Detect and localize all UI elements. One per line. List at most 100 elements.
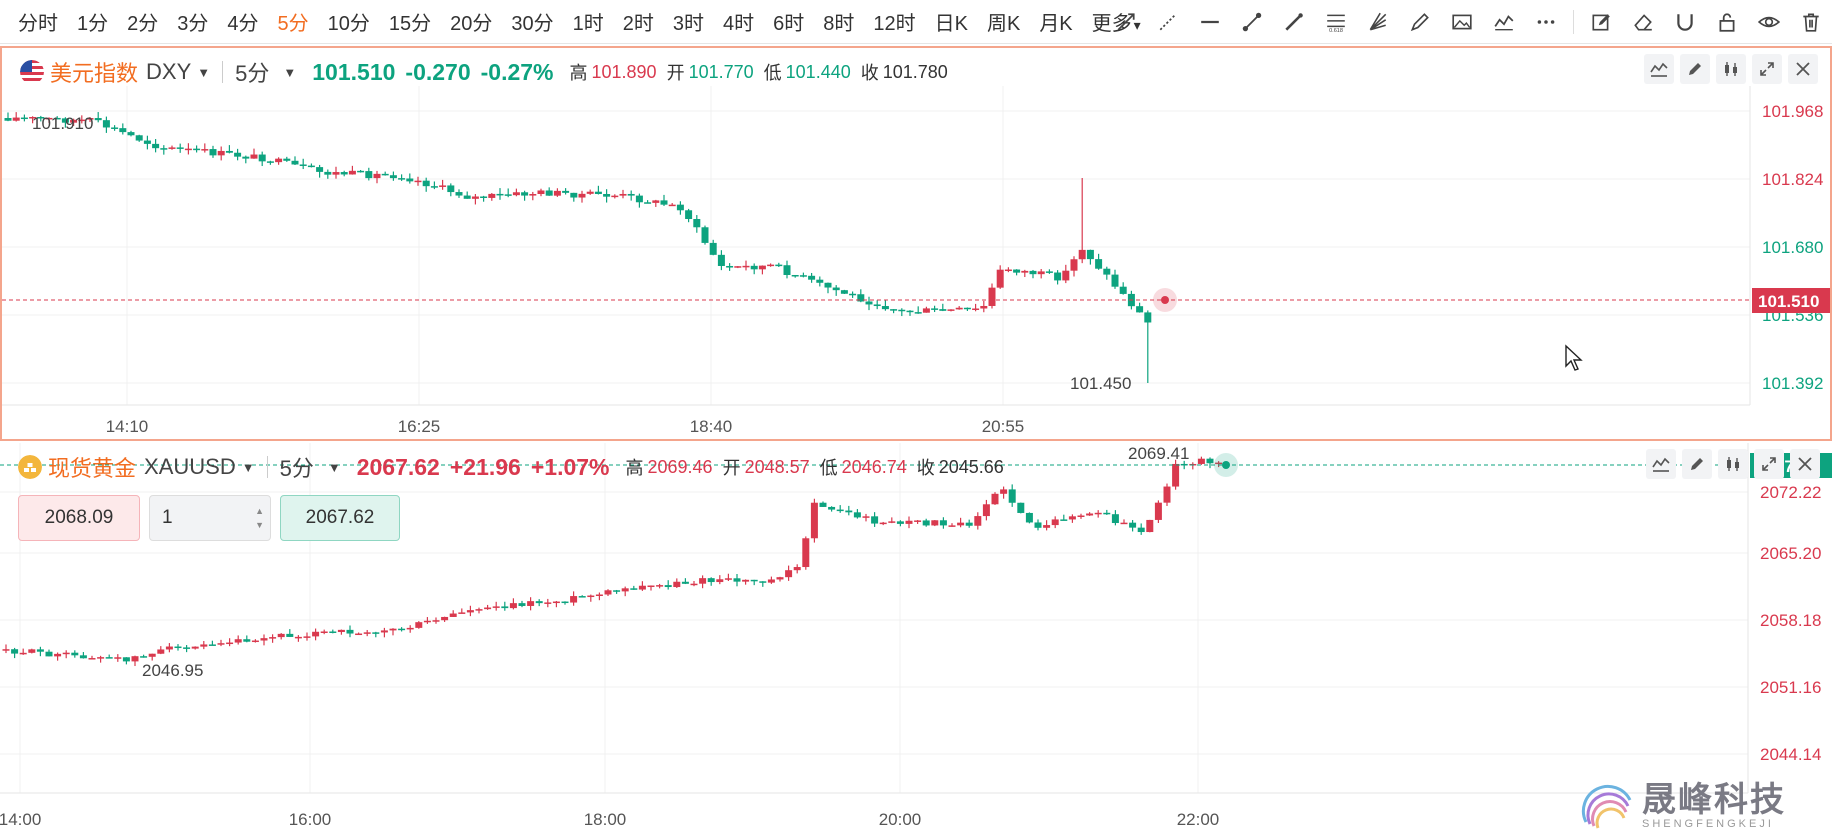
candle-body: [699, 578, 707, 584]
stepper-arrows-icon[interactable]: ▲ ▼: [255, 506, 264, 530]
dxy-symbol[interactable]: DXY: [146, 59, 192, 84]
interval-8[interactable]: 20分: [450, 13, 493, 35]
candle-body: [1119, 286, 1127, 294]
interval-3[interactable]: 3分: [177, 13, 209, 35]
interval-20[interactable]: 更多: [1092, 7, 1141, 36]
candle-body: [266, 161, 274, 163]
candle-body: [1068, 516, 1076, 520]
candle-body: [94, 118, 102, 121]
dashed-ray-tool[interactable]: [1147, 0, 1189, 44]
price-badge: [1752, 288, 1830, 313]
close-button[interactable]: [1788, 54, 1818, 84]
quantity-stepper[interactable]: 1 ▲ ▼: [149, 495, 271, 541]
interval-4[interactable]: 4分: [227, 13, 259, 35]
indicator-button[interactable]: [1646, 449, 1676, 479]
candle-body: [234, 639, 242, 643]
candle-body: [1154, 502, 1162, 520]
candle-body: [346, 629, 354, 634]
xau-close: 2045.66: [938, 456, 1004, 477]
fan-tool[interactable]: [1357, 0, 1399, 44]
candle-body: [111, 127, 119, 129]
image-tool[interactable]: [1441, 0, 1483, 44]
xau-high: 2069.46: [647, 456, 713, 477]
candle-body: [673, 581, 681, 588]
interval-12[interactable]: 3时: [672, 13, 704, 35]
trend-line-tool[interactable]: [1105, 0, 1147, 44]
candle-body: [1095, 259, 1103, 269]
quantity-value[interactable]: 1: [162, 507, 173, 528]
pattern-tool[interactable]: [1483, 0, 1525, 44]
eye-tool[interactable]: [1748, 0, 1790, 44]
sell-button[interactable]: 2068.09: [18, 495, 140, 541]
dxy-open: 101.770: [688, 61, 754, 82]
candle-body: [54, 653, 62, 657]
fan-icon: [1369, 12, 1387, 31]
symbol-dropdown-icon[interactable]: ▼: [241, 459, 255, 475]
candle-body: [423, 620, 431, 623]
interval-11[interactable]: 2时: [622, 13, 654, 35]
brush-tool[interactable]: [1399, 0, 1441, 44]
interval-5[interactable]: 5分: [277, 13, 309, 35]
interval-13[interactable]: 4时: [723, 13, 755, 35]
xau-price: 2067.62: [356, 453, 440, 480]
note-tool[interactable]: [1580, 0, 1622, 44]
candle-body: [963, 307, 971, 310]
fibonacci-tool[interactable]: 0.618: [1315, 0, 1357, 44]
interval-17[interactable]: 日K: [934, 13, 968, 35]
candle-body: [627, 193, 635, 196]
interval-14[interactable]: 6时: [773, 13, 805, 35]
interval-7[interactable]: 15分: [388, 13, 432, 35]
interval-2[interactable]: 2分: [127, 13, 159, 35]
candle-body: [644, 202, 652, 204]
candle-type-button[interactable]: [1718, 449, 1748, 479]
segment-tool[interactable]: [1231, 0, 1273, 44]
candle-body: [652, 200, 660, 203]
symbol-dropdown-icon[interactable]: ▼: [197, 64, 211, 80]
draw-button[interactable]: [1680, 54, 1710, 84]
eraser-tool[interactable]: [1622, 0, 1664, 44]
dxy-chart-panel[interactable]: 101.968 101.824 101.680 101.536 101.392 101.5…: [0, 46, 1832, 441]
candle-body: [45, 651, 53, 657]
x-tick-label: 20:00: [879, 810, 922, 829]
candle-body: [329, 631, 337, 633]
xau-period[interactable]: 5分: [279, 456, 314, 481]
indicator-button[interactable]: [1644, 54, 1674, 84]
candle-body: [492, 606, 500, 608]
horizontal-line-tool[interactable]: [1189, 0, 1231, 44]
xau-chart-panel[interactable]: 2072.22 2065.20 2058.18 2051.16 2044.14 2067.…: [0, 443, 1832, 834]
interval-0[interactable]: 分时: [18, 13, 58, 35]
candle-body: [152, 143, 160, 149]
dxy-period[interactable]: 5分: [235, 61, 270, 86]
candle-body: [320, 631, 328, 633]
interval-10[interactable]: 1时: [572, 13, 604, 35]
candle-type-button[interactable]: [1716, 54, 1746, 84]
interval-16[interactable]: 12时: [873, 13, 916, 35]
candle-body: [914, 520, 922, 522]
maximize-button[interactable]: [1754, 449, 1784, 479]
candle-body: [980, 305, 988, 309]
interval-19[interactable]: 月K: [1039, 13, 1073, 35]
candle-body: [160, 148, 168, 150]
image-icon: [1452, 14, 1472, 30]
dxy-chart-canvas[interactable]: 101.968101.824101.680101.536101.392101.5…: [2, 48, 1830, 439]
interval-1[interactable]: 1分: [77, 13, 109, 35]
lock-tool[interactable]: [1706, 0, 1748, 44]
period-dropdown-icon[interactable]: ▼: [283, 64, 297, 80]
candle-body: [226, 642, 234, 645]
maximize-button[interactable]: [1752, 54, 1782, 84]
xau-symbol[interactable]: XAUUSD: [144, 454, 236, 479]
candle-body: [1163, 486, 1171, 503]
buy-button[interactable]: 2067.62: [280, 495, 400, 541]
interval-18[interactable]: 周K: [986, 13, 1021, 35]
period-dropdown-icon[interactable]: ▼: [327, 459, 341, 475]
interval-6[interactable]: 10分: [327, 13, 370, 35]
more-tool[interactable]: [1525, 0, 1567, 44]
pen-line-tool[interactable]: [1273, 0, 1315, 44]
interval-15[interactable]: 8时: [823, 13, 855, 35]
magnet-tool[interactable]: [1664, 0, 1706, 44]
draw-button[interactable]: [1682, 449, 1712, 479]
trash-tool[interactable]: [1790, 0, 1832, 44]
candle-body: [1086, 513, 1094, 516]
interval-9[interactable]: 30分: [511, 13, 554, 35]
close-button[interactable]: [1790, 449, 1820, 479]
